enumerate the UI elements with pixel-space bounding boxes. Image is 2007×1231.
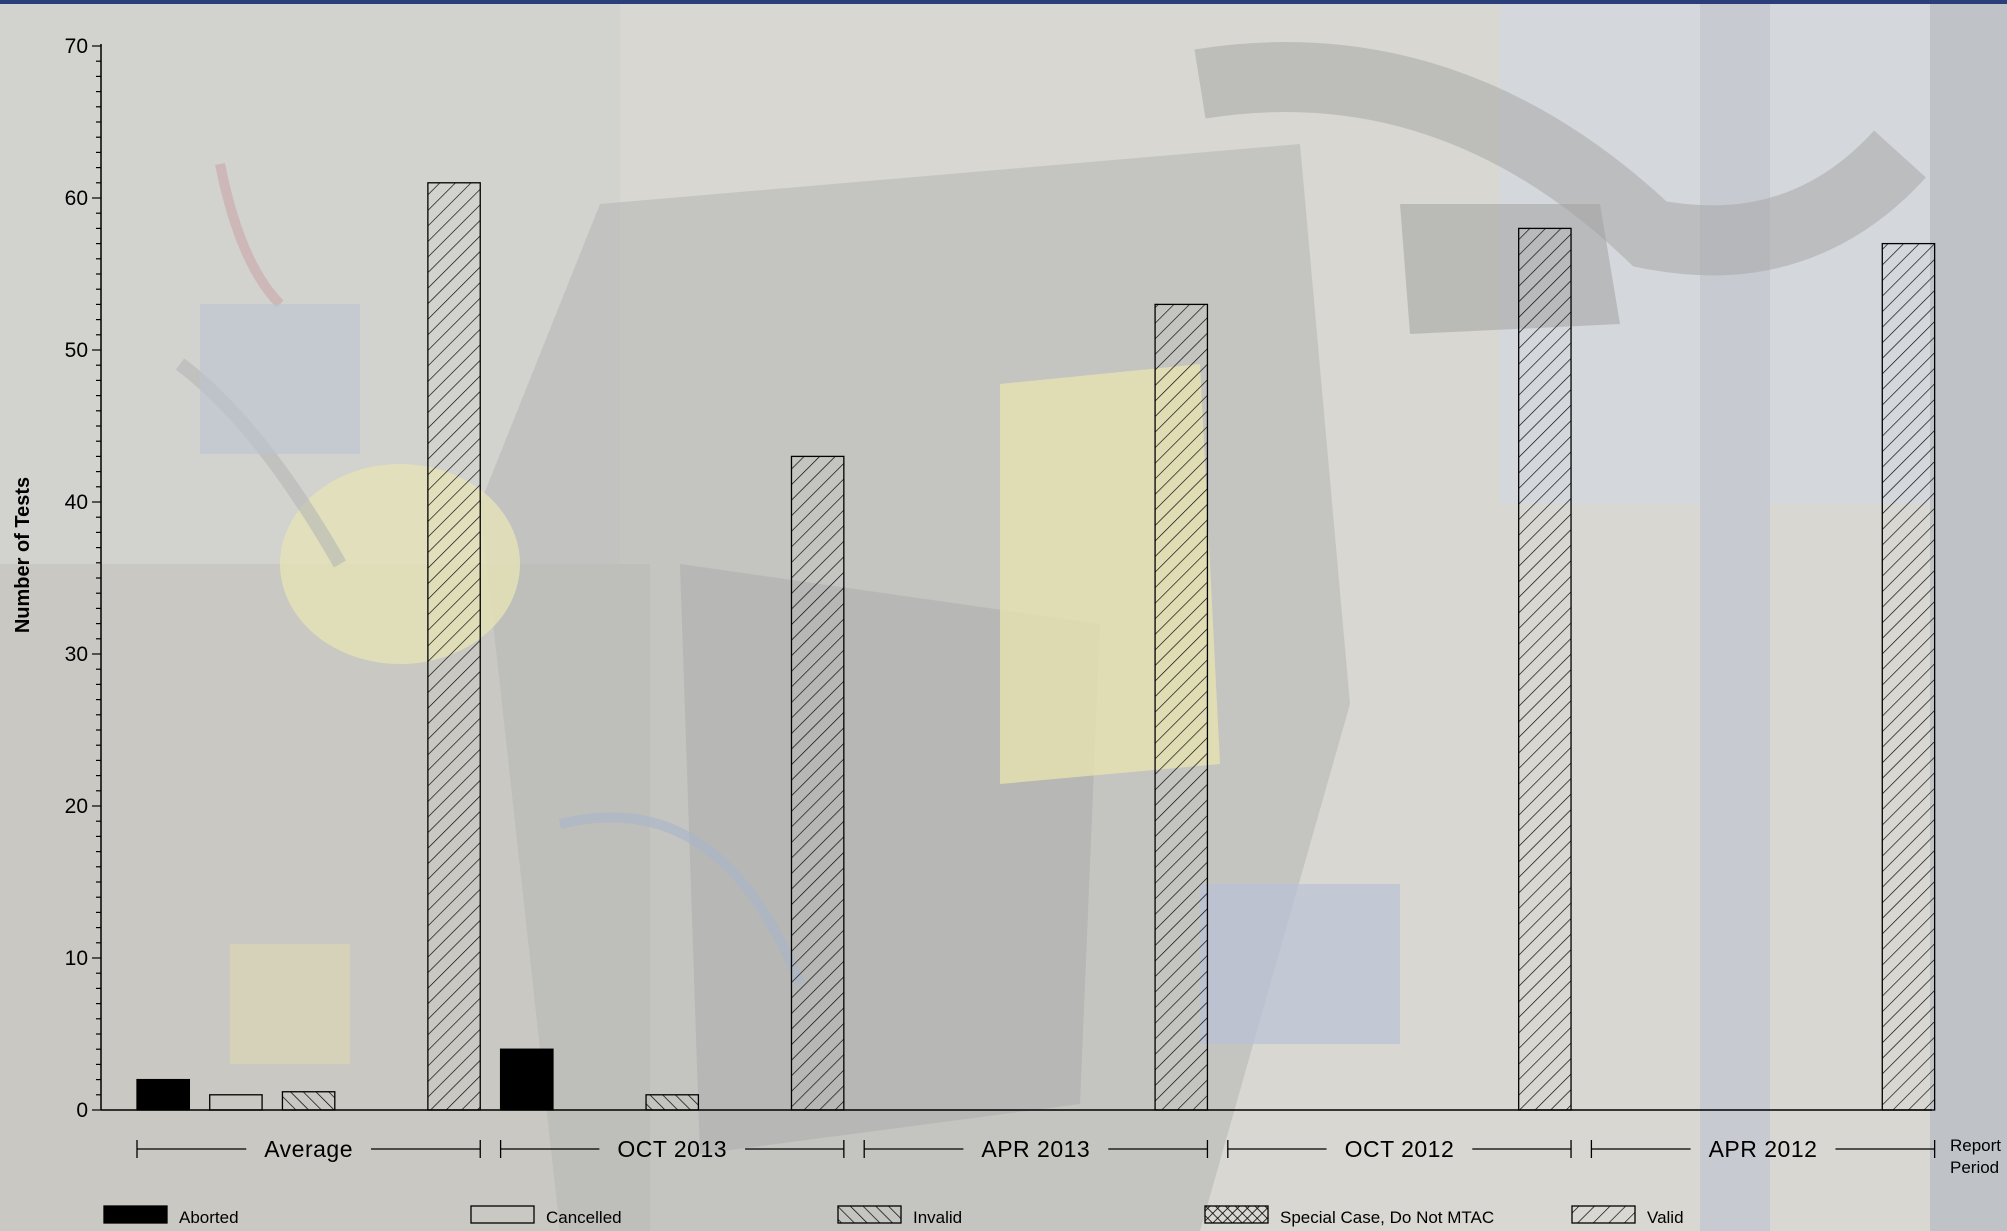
x-group-bracket: Average <box>136 1136 481 1162</box>
engine-photo-background <box>0 4 2007 1231</box>
legend-swatch <box>470 1205 535 1224</box>
legend-swatch <box>837 1205 902 1224</box>
x-axis-label-line-1: Report <box>1950 1136 2001 1155</box>
bar <box>281 1091 336 1111</box>
legend-label: Invalid <box>913 1208 962 1227</box>
x-group-bracket: OCT 2013 <box>499 1136 845 1162</box>
x-category-label: OCT 2013 <box>617 1136 727 1162</box>
x-axis-groups: Average OCT 2013 APR 2013 OCT 2012 APR 2012 <box>136 1136 1936 1162</box>
bar <box>1154 303 1209 1111</box>
legend-label: Cancelled <box>546 1208 622 1227</box>
x-axis-label-line-2: Period <box>1950 1158 1999 1177</box>
y-axis-label: Number of Tests <box>12 477 34 633</box>
legend-label: Special Case, Do Not MTAC <box>1280 1208 1494 1227</box>
y-axis: 0 10 20 30 40 50 60 70 <box>65 35 1932 1122</box>
legend-swatch <box>103 1205 168 1224</box>
y-tick-label: 70 <box>65 35 88 58</box>
y-tick-label: 60 <box>65 187 88 210</box>
x-axis-label: Report Period <box>1950 1136 2006 1177</box>
y-tick-label: 20 <box>65 795 88 818</box>
legend-swatch <box>1204 1205 1269 1224</box>
bar <box>499 1048 554 1111</box>
bar <box>1518 227 1572 1111</box>
legend-item: Special Case, Do Not MTAC <box>1204 1205 1494 1227</box>
y-tick-label: 30 <box>65 643 88 666</box>
bar <box>136 1078 191 1111</box>
legend-label: Aborted <box>179 1208 239 1227</box>
legend-item: Valid <box>1571 1205 1684 1227</box>
legend-item: Cancelled <box>470 1205 622 1227</box>
legend-item: Aborted <box>103 1205 239 1227</box>
x-category-label: Average <box>264 1136 353 1162</box>
x-category-label: APR 2012 <box>1709 1136 1818 1162</box>
legend-label: Valid <box>1647 1208 1684 1227</box>
bars <box>136 182 1936 1111</box>
y-tick-label: 50 <box>65 339 88 362</box>
bar <box>427 182 481 1111</box>
x-group-bracket: APR 2012 <box>1590 1136 1936 1162</box>
x-group-bracket: OCT 2012 <box>1227 1136 1572 1162</box>
x-category-label: OCT 2012 <box>1345 1136 1455 1162</box>
y-tick-label: 40 <box>65 491 88 514</box>
legend-item: Invalid <box>837 1205 962 1227</box>
bar <box>645 1094 700 1111</box>
header-band <box>0 0 2007 4</box>
legend-swatch <box>1571 1205 1636 1224</box>
x-group-bracket: APR 2013 <box>863 1136 1209 1162</box>
bar <box>790 455 845 1111</box>
bar <box>209 1094 263 1111</box>
bar <box>1881 242 1936 1111</box>
y-tick-label: 10 <box>65 947 88 970</box>
x-category-label: APR 2013 <box>981 1136 1090 1162</box>
y-tick-label: 0 <box>76 1099 88 1122</box>
legend: Aborted Cancelled Invalid Special Case, Do … <box>103 1205 1684 1227</box>
